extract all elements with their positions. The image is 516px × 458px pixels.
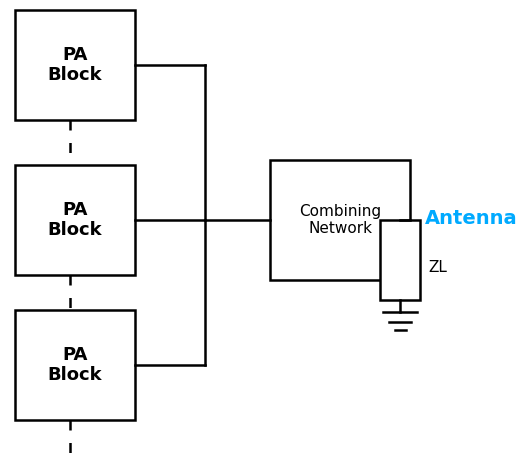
Text: Combining
Network: Combining Network	[299, 204, 381, 236]
Bar	[15, 10, 135, 120]
Text: Antenna: Antenna	[425, 208, 516, 228]
Bar	[15, 310, 135, 420]
Text: ZL: ZL	[428, 261, 447, 276]
Text: PA
Block: PA Block	[47, 346, 102, 384]
Bar	[380, 220, 420, 300]
Text: PA
Block: PA Block	[47, 201, 102, 240]
Bar	[270, 160, 410, 280]
Bar	[15, 165, 135, 275]
Text: PA
Block: PA Block	[47, 46, 102, 84]
